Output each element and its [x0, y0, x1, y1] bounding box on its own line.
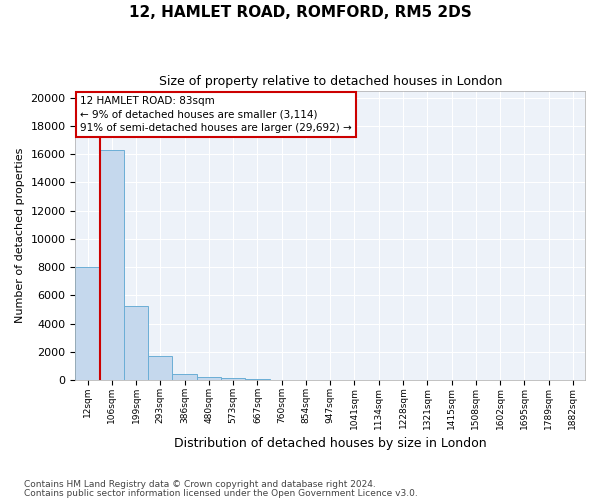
Text: Contains HM Land Registry data © Crown copyright and database right 2024.: Contains HM Land Registry data © Crown c… — [24, 480, 376, 489]
Bar — [172, 374, 197, 380]
Title: Size of property relative to detached houses in London: Size of property relative to detached ho… — [158, 75, 502, 88]
Bar — [76, 266, 100, 380]
Text: 12, HAMLET ROAD, ROMFORD, RM5 2DS: 12, HAMLET ROAD, ROMFORD, RM5 2DS — [128, 5, 472, 20]
Bar — [221, 378, 245, 380]
Bar — [124, 306, 148, 380]
Y-axis label: Number of detached properties: Number of detached properties — [15, 148, 25, 323]
Text: Contains public sector information licensed under the Open Government Licence v3: Contains public sector information licen… — [24, 488, 418, 498]
Bar — [100, 150, 124, 380]
X-axis label: Distribution of detached houses by size in London: Distribution of detached houses by size … — [174, 437, 487, 450]
Bar — [197, 378, 221, 380]
Bar — [148, 356, 172, 380]
Text: 12 HAMLET ROAD: 83sqm
← 9% of detached houses are smaller (3,114)
91% of semi-de: 12 HAMLET ROAD: 83sqm ← 9% of detached h… — [80, 96, 352, 133]
Bar — [245, 379, 269, 380]
